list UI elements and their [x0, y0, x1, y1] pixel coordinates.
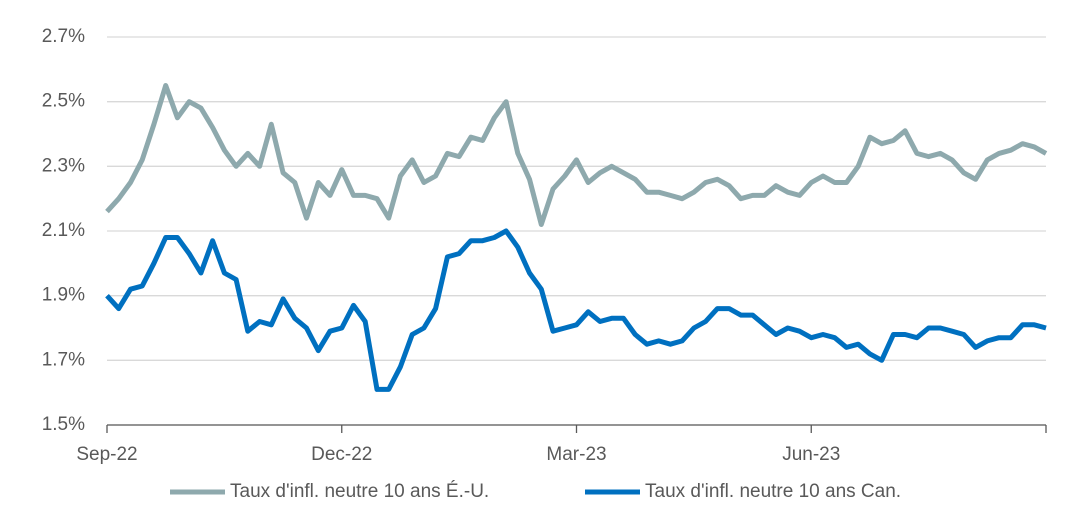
- x-tick-label: Dec-22: [311, 444, 372, 465]
- y-tick-label: 2.7%: [42, 26, 85, 47]
- series-line: [105, 228, 1047, 392]
- y-tick-label: 1.9%: [42, 285, 85, 306]
- series-line: [105, 83, 1048, 227]
- y-tick-label: 1.7%: [42, 349, 85, 370]
- legend-label: Taux d'infl. neutre 10 ans Can.: [645, 481, 901, 502]
- y-tick-label: 2.3%: [42, 155, 85, 176]
- y-tick-label: 1.5%: [42, 414, 85, 435]
- x-tick-label: Jun-23: [782, 444, 840, 465]
- y-tick-label: 2.5%: [42, 91, 85, 112]
- x-tick-label: Sep-22: [76, 444, 137, 465]
- y-tick-label: 2.1%: [42, 220, 85, 241]
- legend-label: Taux d'infl. neutre 10 ans É.-U.: [230, 481, 489, 502]
- x-tick-label: Mar-23: [546, 444, 606, 465]
